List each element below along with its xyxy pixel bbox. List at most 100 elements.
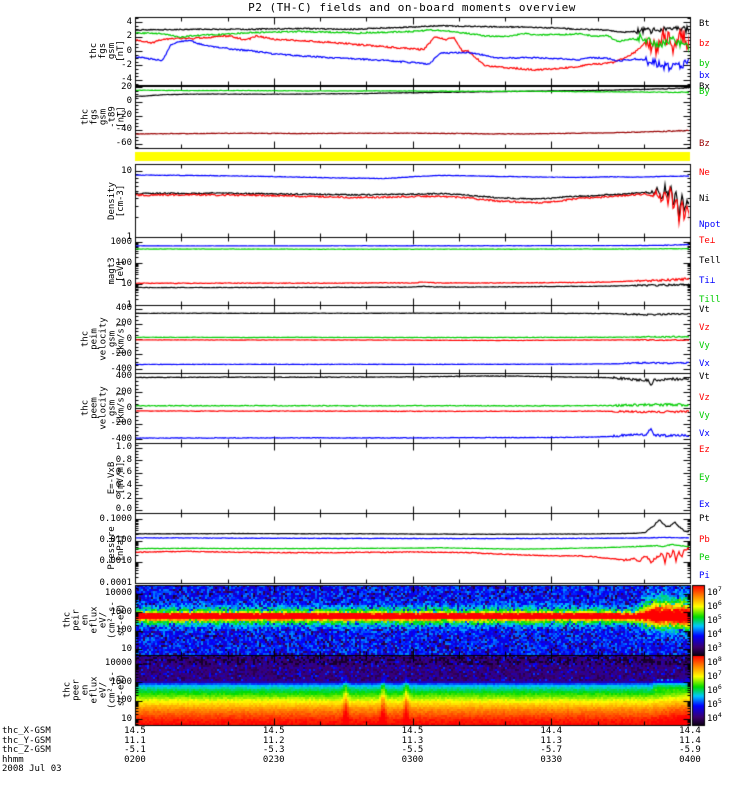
- pressure-legend-Pb: Pb: [699, 534, 710, 545]
- axis-value-z_gsm-3: -5.7: [540, 745, 563, 755]
- magt3-legend-Ti⊥: Ti⊥: [699, 276, 716, 287]
- density-ytick-10: 10: [121, 165, 132, 176]
- colorbar-tick-label: 105: [707, 612, 722, 626]
- peer_en_eflux-ytick-1000: 1000: [110, 676, 132, 687]
- axis-value-z_gsm-1: -5.3: [262, 745, 285, 755]
- pressure-ytick-0.0010: 0.0010: [99, 556, 132, 567]
- colorbar-tick-label: 107: [707, 669, 722, 683]
- axis-value-time-2: 0300: [401, 754, 424, 765]
- colorbar-tick-label: 108: [707, 655, 722, 669]
- axis-row-label-hhmm: hhmm: [2, 754, 24, 765]
- efield-legend-Ey: Ey: [699, 473, 710, 483]
- fgs_gsm-ytick-0: 0: [126, 45, 132, 56]
- density-legend-Ni: Ni: [699, 194, 710, 205]
- fgs_gsm_t89-ytick--20: -20: [115, 110, 132, 121]
- pressure-ylabel: Pressure [nPa]: [107, 526, 126, 570]
- peir_en_eflux-ytick-10000: 10000: [104, 588, 132, 599]
- peim_velocity-ylabel: thc peim velocity gsm [km/s]: [80, 317, 126, 361]
- efield-ytick-0.0: 0.0: [115, 504, 132, 515]
- fgs_gsm_t89-ytick-20: 20: [121, 81, 132, 92]
- peir_en_eflux-ylabel: thc peir en eflux eV/(cm²-s-sr-eV): [62, 601, 126, 639]
- efield-ytick-0.2: 0.2: [115, 492, 132, 502]
- density-ylabel: Density [cm-3]: [107, 181, 126, 220]
- axis-value-y_gsm-2: 11.3: [401, 735, 424, 746]
- magt3-ytick-10: 10: [121, 278, 132, 289]
- peim_velocity-legend-Vz: Vz: [699, 323, 710, 334]
- axis-value-x_gsm-1: 14.5: [262, 726, 285, 736]
- colorbar-tick-label: 105: [707, 696, 722, 710]
- peim_velocity-ytick--400: -400: [110, 363, 132, 374]
- peir_en_eflux-ytick-100: 100: [115, 625, 132, 636]
- density-legend-Ne: Ne: [699, 168, 710, 179]
- peer_en_eflux-ytick-10: 10: [121, 713, 132, 724]
- axis-value-y_gsm-1: 11.2: [262, 735, 285, 746]
- peem_velocity-ylabel: thc peem velocity gsm [km/s]: [80, 386, 126, 430]
- magt3-legend-Till: Till: [699, 295, 721, 306]
- fgs_gsm-ytick--2: -2: [121, 59, 132, 70]
- fgs_gsm_t89-legend-Bz: Bz: [699, 138, 710, 149]
- pressure-ytick-0.1000: 0.1000: [99, 513, 132, 524]
- peem_velocity-legend-Vt: Vt: [699, 372, 710, 383]
- axis-value-z_gsm-2: -5.5: [401, 745, 424, 755]
- efield-ylabel: E=-VxB [mV/m]: [107, 461, 126, 495]
- pressure-ytick-0.0100: 0.0100: [99, 535, 132, 546]
- axis-row-label-thc_X-GSM: thc_X-GSM: [2, 726, 51, 736]
- colorbar-tick-label: 106: [707, 682, 722, 696]
- peim_velocity-legend-Vy: Vy: [699, 341, 710, 352]
- magt3-legend-Tell: Tell: [699, 256, 721, 267]
- colorbar-tick-label: 107: [707, 585, 722, 599]
- efield-ytick-1.0: 1.0: [115, 442, 132, 453]
- peer_en_eflux-ytick-100: 100: [115, 695, 132, 706]
- efield-legend-Ex: Ex: [699, 499, 710, 510]
- peem_velocity-legend-Vy: Vy: [699, 410, 710, 421]
- fgs_gsm-legend-bz: bz: [699, 39, 710, 50]
- efield-legend-Ez: Ez: [699, 445, 710, 455]
- axis-row-label-thc_Z-GSM: thc_Z-GSM: [2, 745, 51, 755]
- axis-value-y_gsm-3: 11.3: [540, 735, 563, 746]
- peem_velocity-ytick--200: -200: [110, 418, 132, 429]
- axis-value-z_gsm-0: -5.1: [124, 745, 146, 755]
- peim_velocity-legend-Vt: Vt: [699, 305, 710, 316]
- magt3-ytick-100: 100: [115, 257, 132, 268]
- density-legend-Npot: Npot: [699, 220, 721, 231]
- peem_velocity-legend-Vz: Vz: [699, 392, 710, 403]
- fgs_gsm_t89-ytick--40: -40: [115, 124, 132, 135]
- fgs_gsm_t89-legend-Bx: Bx: [699, 82, 710, 93]
- peim_velocity-ytick-200: 200: [115, 318, 132, 329]
- peim_velocity-legend-Vx: Vx: [699, 359, 710, 370]
- peem_velocity-ytick-200: 200: [115, 386, 132, 397]
- density-ytick-1: 1: [126, 231, 132, 242]
- colorbar-tick-label: 104: [707, 626, 722, 640]
- axis-value-x_gsm-3: 14.4: [540, 726, 563, 736]
- efield-ytick-0.6: 0.6: [115, 467, 132, 478]
- fgs_gsm-legend-Bt: Bt: [699, 19, 710, 30]
- fgs_gsm-legend-bx: bx: [699, 71, 710, 82]
- peer_en_eflux-ytick-10000: 10000: [104, 658, 132, 669]
- efield-ytick-0.8: 0.8: [115, 454, 132, 465]
- peim_velocity-ytick--200: -200: [110, 348, 132, 359]
- peir_en_eflux-ytick-10: 10: [121, 643, 132, 654]
- peem_velocity-ytick-400: 400: [115, 371, 132, 382]
- efield-ytick-0.4: 0.4: [115, 479, 132, 490]
- colorbar-tick-label: 106: [707, 599, 722, 613]
- fgs_gsm_t89-legend-By: By: [699, 87, 710, 98]
- peim_velocity-ytick-400: 400: [115, 303, 132, 314]
- plot-title: P2 (TH-C) fields and on-board moments ov…: [248, 1, 576, 14]
- axis-value-y_gsm-0: 11.1: [124, 735, 146, 746]
- peem_velocity-ytick-0: 0: [126, 402, 132, 413]
- pressure-ytick-0.0001: 0.0001: [99, 577, 132, 588]
- date-label: 2008 Jul 03: [2, 764, 62, 774]
- axis-value-time-1: 0230: [262, 754, 285, 765]
- magt3-ylabel: magt3 [eV]: [107, 257, 126, 285]
- axis-row-label-thc_Y-GSM: thc_Y-GSM: [2, 735, 51, 746]
- peim_velocity-ytick-0: 0: [126, 333, 132, 344]
- axis-value-x_gsm-4: 14.4: [679, 726, 701, 736]
- colorbar-tick-label: 104: [707, 710, 722, 724]
- axis-value-x_gsm-0: 14.5: [124, 726, 146, 736]
- magt3-legend-Te⊥: Te⊥: [699, 236, 716, 247]
- fgs_gsm-legend-by: by: [699, 58, 710, 69]
- peem_velocity-ytick--400: -400: [110, 433, 132, 444]
- magt3-ytick-1000: 1000: [110, 236, 132, 247]
- axis-value-time-4: 0400: [679, 754, 701, 765]
